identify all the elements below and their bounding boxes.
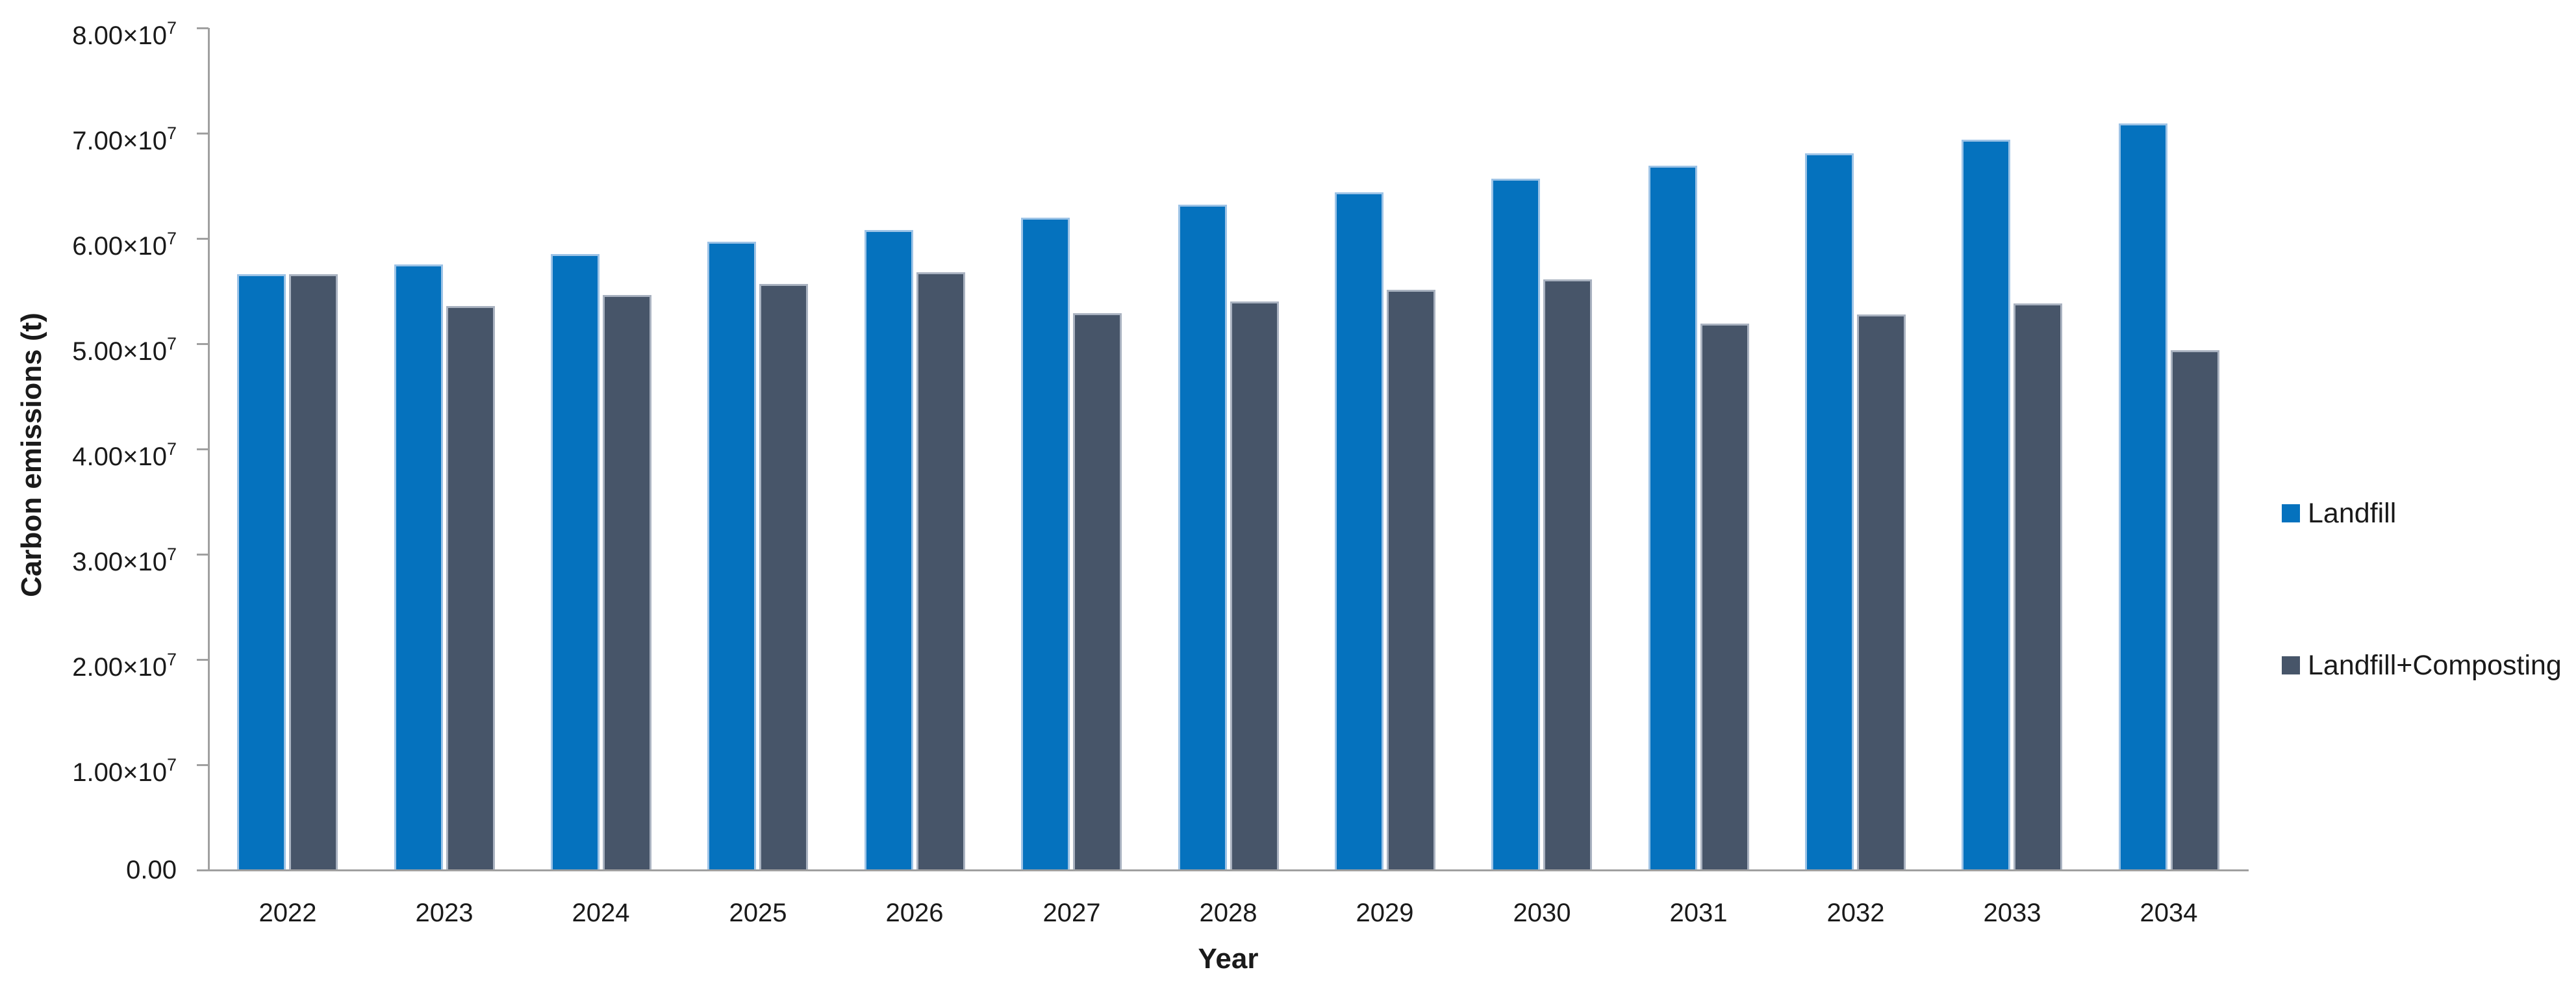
bar-landfill-composting-2027 bbox=[1073, 313, 1122, 870]
x-tick-label-2034: 2034 bbox=[2140, 899, 2198, 927]
bar-landfill-2032 bbox=[1805, 153, 1854, 870]
bar-landfill-composting-2028 bbox=[1230, 301, 1279, 870]
x-axis-line bbox=[208, 869, 2249, 871]
y-tick-label-1: 1.00×107 bbox=[72, 755, 177, 787]
bar-landfill-composting-2030 bbox=[1543, 279, 1592, 870]
y-tick-mark-5 bbox=[197, 342, 208, 345]
x-tick-label-2026: 2026 bbox=[885, 899, 944, 927]
bar-landfill-composting-2032 bbox=[1857, 314, 1906, 870]
x-tick-label-2027: 2027 bbox=[1042, 899, 1101, 927]
x-tick-label-2031: 2031 bbox=[1669, 899, 1728, 927]
bar-landfill-composting-2025 bbox=[759, 284, 808, 870]
y-tick-label-5: 5.00×107 bbox=[72, 334, 177, 366]
bar-landfill-2028 bbox=[1178, 205, 1227, 870]
y-tick-label-4: 4.00×107 bbox=[72, 439, 177, 471]
y-tick-label-8: 8.00×107 bbox=[72, 18, 177, 50]
bar-landfill-2031 bbox=[1648, 166, 1697, 870]
bar-landfill-composting-2033 bbox=[2014, 303, 2062, 870]
bar-landfill-2026 bbox=[865, 230, 913, 870]
y-tick-mark-8 bbox=[197, 27, 208, 29]
bar-landfill-composting-2026 bbox=[916, 272, 965, 870]
y-tick-label-7: 7.00×107 bbox=[72, 123, 177, 155]
y-tick-label-6: 6.00×107 bbox=[72, 229, 177, 261]
y-tick-label-3: 3.00×107 bbox=[72, 545, 177, 576]
y-tick-mark-4 bbox=[197, 448, 208, 450]
legend-item-landfill: Landfill bbox=[2282, 495, 2396, 532]
bar-landfill-2024 bbox=[551, 254, 600, 870]
x-tick-label-2023: 2023 bbox=[415, 899, 474, 927]
legend-label: Landfill bbox=[2308, 497, 2397, 529]
legend-label: Landfill+Composting bbox=[2308, 649, 2562, 681]
y-tick-label-2: 2.00×107 bbox=[72, 650, 177, 682]
x-tick-label-2022: 2022 bbox=[259, 899, 317, 927]
y-tick-mark-1 bbox=[197, 763, 208, 766]
legend-swatch-icon bbox=[2282, 656, 2300, 674]
bar-landfill-2034 bbox=[2119, 123, 2167, 870]
y-tick-mark-0 bbox=[197, 869, 208, 871]
bar-landfill-2023 bbox=[394, 264, 443, 870]
x-tick-label-2029: 2029 bbox=[1356, 899, 1414, 927]
y-tick-mark-3 bbox=[197, 553, 208, 556]
legend-swatch-icon bbox=[2282, 504, 2300, 522]
x-axis-title: Year bbox=[1198, 943, 1259, 975]
x-tick-label-2028: 2028 bbox=[1199, 899, 1257, 927]
bar-landfill-composting-2031 bbox=[1700, 324, 1749, 870]
bar-landfill-2029 bbox=[1335, 192, 1383, 870]
x-tick-label-2032: 2032 bbox=[1826, 899, 1885, 927]
x-tick-label-2025: 2025 bbox=[729, 899, 787, 927]
bar-landfill-composting-2023 bbox=[446, 306, 495, 870]
y-tick-mark-2 bbox=[197, 658, 208, 661]
y-axis-line bbox=[208, 28, 210, 871]
bar-landfill-2022 bbox=[237, 274, 286, 870]
bar-landfill-2025 bbox=[707, 242, 756, 870]
y-tick-mark-7 bbox=[197, 132, 208, 135]
bar-landfill-composting-2024 bbox=[603, 295, 651, 870]
legend-item-landfill-composting: Landfill+Composting bbox=[2282, 647, 2562, 684]
bar-landfill-2030 bbox=[1491, 179, 1540, 870]
y-tick-label-0: 0.00 bbox=[126, 856, 177, 884]
bar-landfill-2027 bbox=[1021, 218, 1070, 870]
bar-landfill-composting-2034 bbox=[2171, 350, 2219, 870]
x-tick-label-2024: 2024 bbox=[572, 899, 630, 927]
x-tick-label-2033: 2033 bbox=[1983, 899, 2041, 927]
y-tick-mark-6 bbox=[197, 237, 208, 240]
x-tick-label-2030: 2030 bbox=[1513, 899, 1571, 927]
bar-landfill-2033 bbox=[1962, 140, 2010, 870]
bar-landfill-composting-2022 bbox=[289, 274, 338, 870]
bar-landfill-composting-2029 bbox=[1387, 290, 1435, 870]
